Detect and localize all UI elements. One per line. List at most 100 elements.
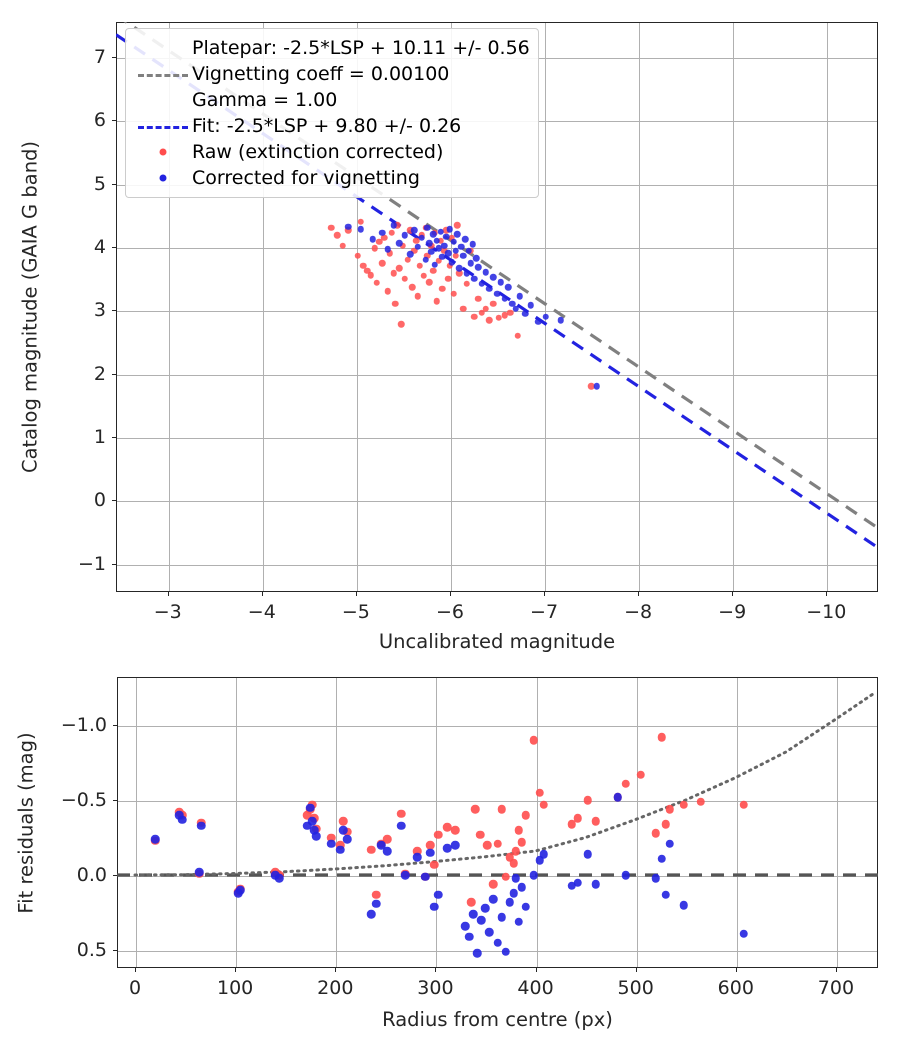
x-tick-label: 300 [417, 977, 454, 999]
data-point [443, 822, 452, 832]
data-point [483, 840, 492, 850]
gridline-vertical [136, 678, 138, 967]
data-point [442, 233, 450, 240]
data-point [467, 897, 476, 907]
x-tick [835, 968, 837, 972]
data-point [384, 287, 392, 295]
y-tick-label: 4 [93, 235, 106, 258]
data-point [360, 262, 367, 270]
data-point [486, 317, 493, 324]
data-point [345, 227, 352, 234]
data-point [527, 301, 535, 309]
data-point [489, 879, 498, 889]
data-point [583, 795, 592, 805]
gridline-vertical [236, 678, 238, 967]
data-point [458, 243, 465, 251]
data-point [410, 247, 418, 254]
data-point [474, 295, 482, 303]
data-point [471, 313, 478, 320]
data-point [407, 227, 414, 234]
data-point [380, 234, 388, 242]
data-point [377, 840, 386, 850]
data-point [529, 870, 538, 880]
data-point [336, 840, 345, 850]
data-point [328, 224, 335, 232]
data-point [539, 849, 548, 859]
legend-handle-line [134, 61, 192, 87]
data-point [679, 800, 688, 809]
legend-line-fit [138, 126, 188, 129]
y-tick-label: −1 [77, 552, 106, 575]
x-tick [167, 592, 169, 596]
data-point [621, 870, 630, 880]
data-point [521, 310, 529, 318]
data-point [378, 229, 386, 237]
gridline-vertical [450, 23, 452, 591]
x-tick [335, 968, 337, 972]
data-point [514, 917, 523, 926]
y-tick-label: 0.0 [76, 864, 107, 886]
y-tick [112, 436, 116, 438]
data-point [441, 242, 448, 249]
data-point [383, 846, 392, 856]
data-point [497, 279, 504, 286]
data-point [420, 272, 427, 280]
x-tick-label: 400 [517, 977, 554, 999]
legend-label: Raw (extinction corrected) [192, 141, 444, 163]
data-point [308, 816, 317, 826]
data-point [456, 265, 463, 272]
y-tick [113, 950, 117, 951]
legend-entry: Fit: -2.5*LSP + 9.80 +/- 0.26 [134, 113, 530, 139]
data-point [418, 234, 425, 242]
data-point [435, 257, 442, 265]
legend-entry: Gamma = 1.00 [134, 87, 530, 113]
data-point [459, 305, 467, 313]
data-point [456, 270, 463, 277]
plot-line [133, 690, 878, 877]
data-point [482, 305, 489, 313]
data-point [501, 872, 510, 881]
legend-label: Platepar: -2.5*LSP + 10.11 +/- 0.56 [192, 37, 530, 59]
x-tick [435, 968, 437, 972]
data-point [392, 300, 399, 308]
data-point [448, 258, 456, 266]
data-point [412, 237, 420, 244]
data-point [401, 275, 409, 282]
gridline-vertical [436, 678, 438, 967]
data-point [431, 261, 439, 268]
y-tick [112, 500, 116, 502]
y-tick [112, 563, 116, 565]
data-point [327, 833, 336, 842]
data-point [651, 873, 660, 883]
y-tick-label: 3 [93, 299, 106, 322]
data-point [501, 295, 508, 303]
legend-handle-marker [134, 165, 192, 191]
x-axis-label-radius: Radius from centre (px) [382, 1008, 613, 1031]
gridline-vertical [639, 23, 641, 591]
data-point [177, 815, 187, 824]
data-point [413, 846, 422, 856]
data-point [339, 825, 348, 835]
data-point [473, 948, 482, 958]
data-point [194, 867, 204, 877]
gridline-vertical [827, 23, 829, 591]
y-tick-label: 2 [93, 362, 106, 385]
y-tick [113, 725, 117, 726]
data-point [448, 234, 456, 242]
data-point [390, 222, 397, 229]
legend-entry: Raw (extinction corrected) [134, 139, 530, 165]
data-point [397, 320, 405, 328]
data-point [395, 265, 403, 272]
gridline-horizontal [118, 801, 877, 802]
data-point [505, 897, 514, 907]
y-tick-label: −0.5 [60, 789, 107, 811]
data-point [444, 249, 452, 257]
data-point [476, 830, 485, 839]
gridline-vertical [736, 678, 738, 967]
data-point [446, 262, 454, 270]
data-point [495, 314, 503, 322]
data-point [345, 223, 352, 230]
data-point [657, 732, 666, 742]
data-point [621, 779, 630, 788]
data-point [388, 229, 395, 237]
